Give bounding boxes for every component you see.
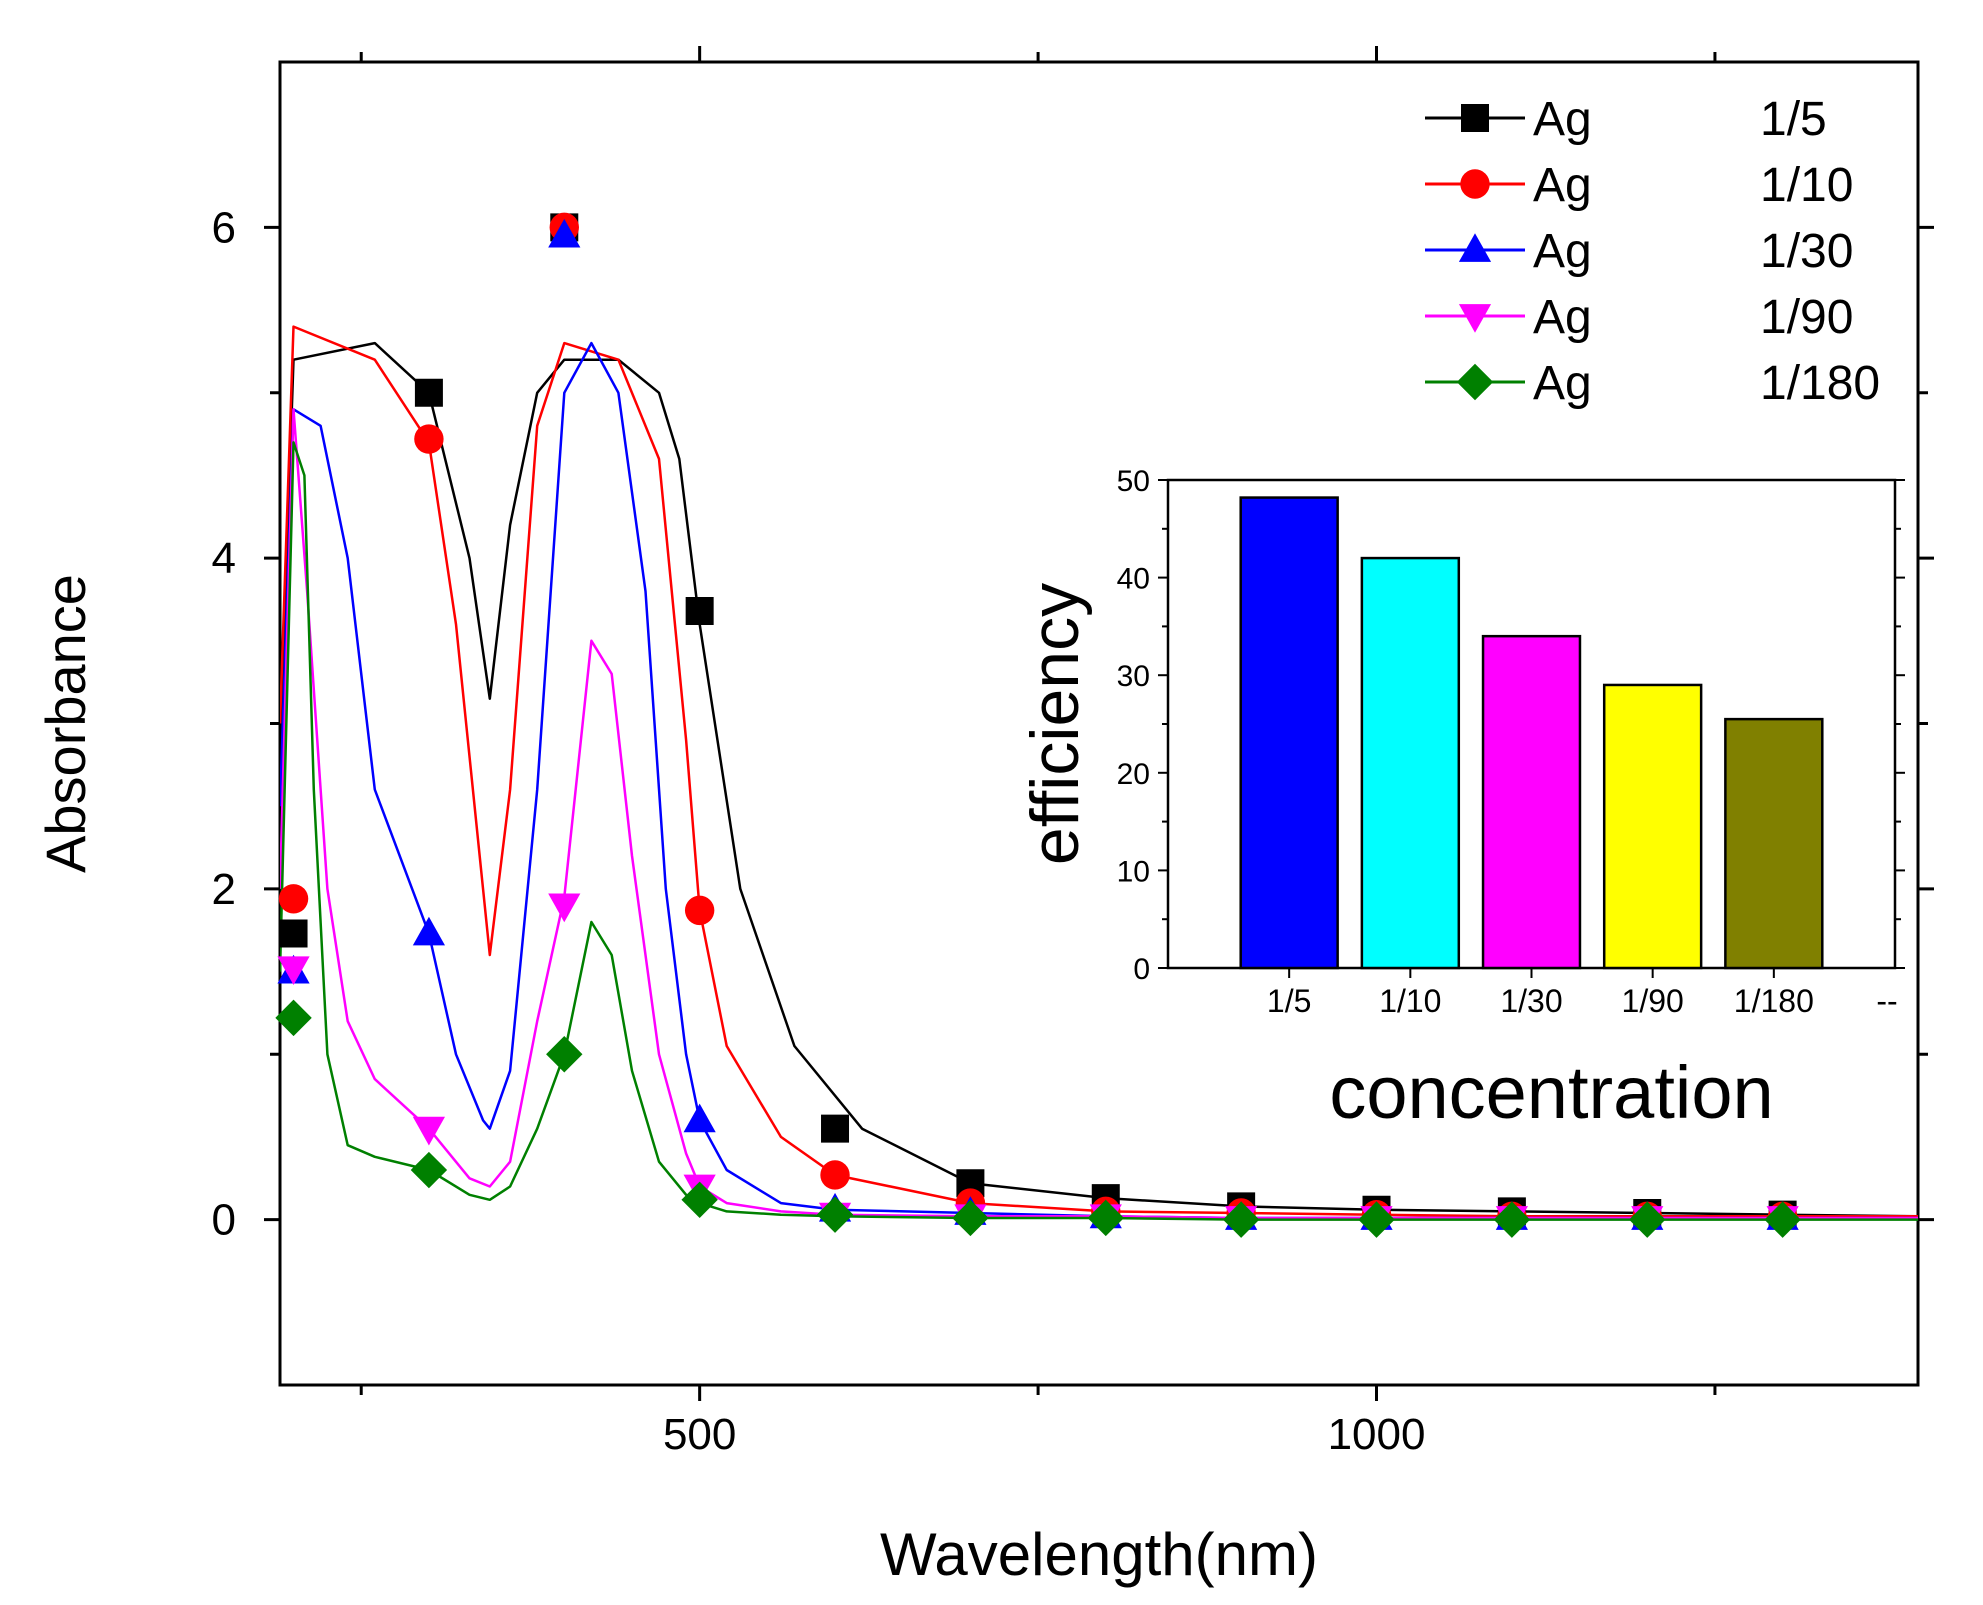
inset-y-axis-label: efficiency <box>1017 583 1093 865</box>
inset-x-tick-label: 1/90 <box>1622 983 1684 1019</box>
legend-label: 1/30 <box>1760 225 1853 278</box>
y-tick-label: 4 <box>212 534 236 583</box>
legend-marker <box>1458 233 1492 262</box>
series-4-marker <box>1222 1201 1260 1238</box>
x-tick-label: 1000 <box>1328 1410 1426 1459</box>
bar-1/90 <box>1602 683 1703 970</box>
series-lines <box>280 325 1918 1221</box>
y-axis-label: Absorbance <box>34 574 97 873</box>
series-2-marker <box>683 1103 716 1133</box>
series-1-marker <box>278 884 309 914</box>
series-4-marker <box>1087 1199 1124 1237</box>
series-line-1 <box>280 325 1918 1218</box>
legend-name: Ag <box>1533 225 1592 278</box>
series-2-marker <box>548 218 581 248</box>
inset-x-tick-label: 1/10 <box>1379 983 1441 1019</box>
series-4-marker <box>410 1151 448 1189</box>
series-4-marker <box>546 1036 583 1073</box>
x-axis-label: Wavelength(nm) <box>880 1521 1318 1588</box>
series-0-marker <box>414 378 443 407</box>
inset-y-tick-label: 50 <box>1117 465 1150 498</box>
y-tick-label: 0 <box>212 1196 236 1245</box>
legend-label: 1/90 <box>1760 291 1853 344</box>
legend-label: 1/180 <box>1760 357 1880 410</box>
bar-1/10 <box>1360 556 1461 970</box>
inset-y-tick-label: 20 <box>1117 758 1150 791</box>
series-4-marker <box>952 1199 989 1237</box>
series-4-marker <box>1629 1201 1666 1238</box>
inset-y-tick-label: 0 <box>1133 953 1150 986</box>
series-4-marker <box>816 1196 854 1233</box>
y-tick-label: 6 <box>212 203 236 252</box>
series-1-marker <box>414 424 444 454</box>
inset-y-tick-label: 40 <box>1117 563 1150 596</box>
series-4-marker <box>1764 1201 1801 1238</box>
series-1-marker <box>684 895 715 926</box>
series-line-0 <box>280 341 1918 1218</box>
series-0-marker <box>279 919 308 948</box>
inset-plot: 1/5 1/10 1/30 1/90 1/180 -- 0 10 20 30 40 50 concent… <box>1017 465 1905 1134</box>
inset-extra-tick-label: -- <box>1876 983 1897 1019</box>
y-tick-label: 2 <box>212 865 236 914</box>
bar-1/180 <box>1724 717 1824 970</box>
series-line-4 <box>280 441 1918 1221</box>
legend-marker <box>1456 363 1494 401</box>
series-line-3 <box>280 408 1918 1220</box>
series-0-marker <box>685 597 714 626</box>
legend-name: Ag <box>1533 159 1592 212</box>
legend-name: Ag <box>1533 357 1592 410</box>
bar-1/30 <box>1481 634 1582 970</box>
legend-marker <box>1458 304 1492 333</box>
legend-marker <box>1460 169 1490 199</box>
inset-x-axis-label: concentration <box>1329 1051 1773 1134</box>
series-0-marker <box>821 1114 850 1143</box>
legend-name: Ag <box>1533 291 1592 344</box>
inset-x-tick-label: 1/180 <box>1734 983 1814 1019</box>
bar-1/5 <box>1239 496 1339 970</box>
series-4-marker <box>681 1181 718 1218</box>
inset-y-tick-label: 30 <box>1117 660 1150 693</box>
series-3-marker <box>412 1116 446 1146</box>
series-4-marker <box>1358 1201 1395 1238</box>
inset-x-tick-label: 1/5 <box>1267 983 1311 1019</box>
inset-x-tick-label: 1/30 <box>1500 983 1562 1019</box>
series-3-marker <box>548 893 581 923</box>
series-4-marker <box>1493 1201 1531 1238</box>
legend-label: 1/5 <box>1760 93 1827 146</box>
series-3-marker <box>277 956 310 986</box>
legend-marker <box>1461 104 1489 132</box>
inset-y-tick-label: 10 <box>1117 855 1150 888</box>
series-1-marker <box>820 1160 850 1190</box>
series-4-marker <box>275 999 312 1037</box>
series-2-marker <box>412 916 446 946</box>
series-markers <box>275 212 1801 1238</box>
legend-name: Ag <box>1533 93 1592 146</box>
x-tick-label: 500 <box>663 1410 736 1459</box>
legend-label: 1/10 <box>1760 159 1853 212</box>
legend: Ag 1/5 Ag 1/10 Ag 1/30 Ag 1/90 Ag 1/180 <box>1425 93 1880 410</box>
